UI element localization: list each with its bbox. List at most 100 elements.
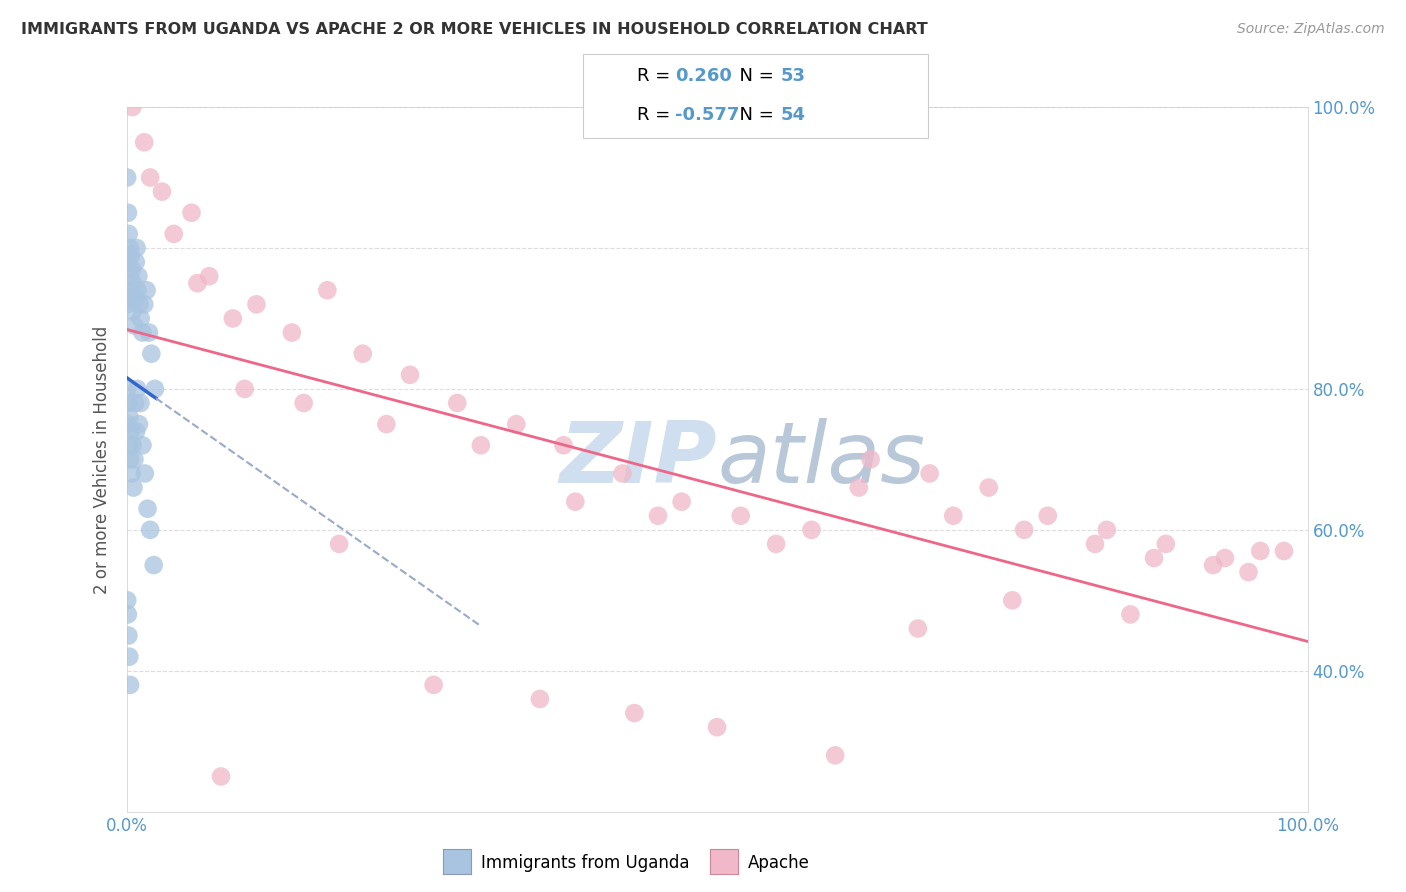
Point (131, 326, 153, 340)
Point (117, 297, 139, 311)
Point (120, 283, 142, 297)
Point (977, 481, 1000, 495)
Point (128, 417, 150, 431)
Point (117, 255, 139, 269)
Point (117, 417, 139, 431)
Point (134, 297, 156, 311)
Point (671, 494, 693, 508)
Point (115, 170, 138, 185)
Point (292, 396, 315, 410)
Point (209, 769, 232, 784)
Point (824, 748, 846, 763)
Point (129, 396, 152, 410)
Point (143, 382, 166, 396)
Point (1143, 551, 1166, 566)
Point (800, 523, 823, 537)
Point (121, 262, 143, 277)
Point (121, 290, 143, 304)
Point (128, 297, 150, 311)
Point (124, 452, 146, 467)
Point (399, 368, 422, 382)
Point (328, 537, 350, 551)
Point (942, 508, 965, 523)
Text: -0.577: -0.577 (675, 106, 740, 124)
Point (118, 649, 141, 664)
Point (124, 290, 146, 304)
Text: Apache: Apache (748, 855, 810, 872)
Text: N =: N = (728, 67, 780, 85)
Point (180, 205, 202, 219)
Point (115, 382, 138, 396)
Point (564, 494, 586, 508)
Point (122, 276, 145, 290)
Point (122, 318, 145, 333)
Point (118, 410, 141, 425)
Point (120, 678, 142, 692)
Point (117, 593, 139, 607)
Point (121, 467, 143, 481)
Point (121, 100, 143, 114)
Point (198, 269, 221, 284)
Point (139, 523, 162, 537)
Point (222, 311, 245, 326)
Point (918, 467, 941, 481)
Point (141, 346, 163, 360)
Text: Immigrants from Uganda: Immigrants from Uganda (481, 855, 689, 872)
Point (120, 424, 142, 438)
Point (121, 304, 143, 318)
Text: 53: 53 (780, 67, 806, 85)
Point (316, 283, 339, 297)
Point (150, 185, 173, 199)
Point (121, 438, 143, 452)
Point (859, 452, 882, 467)
Point (529, 692, 551, 706)
Point (233, 382, 256, 396)
Text: R =: R = (637, 67, 676, 85)
Point (1012, 523, 1035, 537)
Point (131, 438, 153, 452)
Point (142, 558, 165, 573)
Point (1084, 537, 1107, 551)
Point (118, 438, 141, 452)
Point (907, 622, 929, 636)
Point (352, 346, 374, 360)
Text: atlas: atlas (717, 417, 925, 501)
Point (505, 417, 527, 431)
Point (127, 382, 149, 396)
Point (470, 438, 492, 452)
Point (1249, 544, 1271, 558)
Point (730, 508, 752, 523)
Point (422, 678, 444, 692)
Point (1202, 558, 1225, 573)
Point (134, 135, 156, 149)
Point (848, 481, 870, 495)
Point (186, 276, 208, 290)
Point (163, 227, 186, 241)
Point (120, 452, 142, 467)
Point (129, 311, 152, 326)
Point (122, 481, 145, 495)
Point (117, 607, 139, 622)
Text: IMMIGRANTS FROM UGANDA VS APACHE 2 OR MORE VEHICLES IN HOUSEHOLD CORRELATION CHA: IMMIGRANTS FROM UGANDA VS APACHE 2 OR MO… (21, 22, 928, 37)
Point (1213, 551, 1236, 566)
Point (1036, 508, 1059, 523)
Point (1119, 607, 1142, 622)
Point (281, 326, 304, 340)
Point (125, 424, 148, 438)
Point (127, 283, 149, 297)
Text: ZIP: ZIP (560, 417, 717, 501)
Text: N =: N = (728, 106, 780, 124)
Point (765, 537, 787, 551)
Y-axis label: 2 or more Vehicles in Household: 2 or more Vehicles in Household (93, 326, 111, 593)
Point (117, 628, 139, 642)
Point (136, 501, 159, 516)
Point (118, 269, 141, 284)
Point (245, 297, 267, 311)
Point (117, 205, 139, 219)
Text: 54: 54 (780, 106, 806, 124)
Point (125, 241, 148, 255)
Text: Source: ZipAtlas.com: Source: ZipAtlas.com (1237, 22, 1385, 37)
Point (1272, 544, 1295, 558)
Point (1237, 565, 1260, 579)
Point (706, 720, 728, 734)
